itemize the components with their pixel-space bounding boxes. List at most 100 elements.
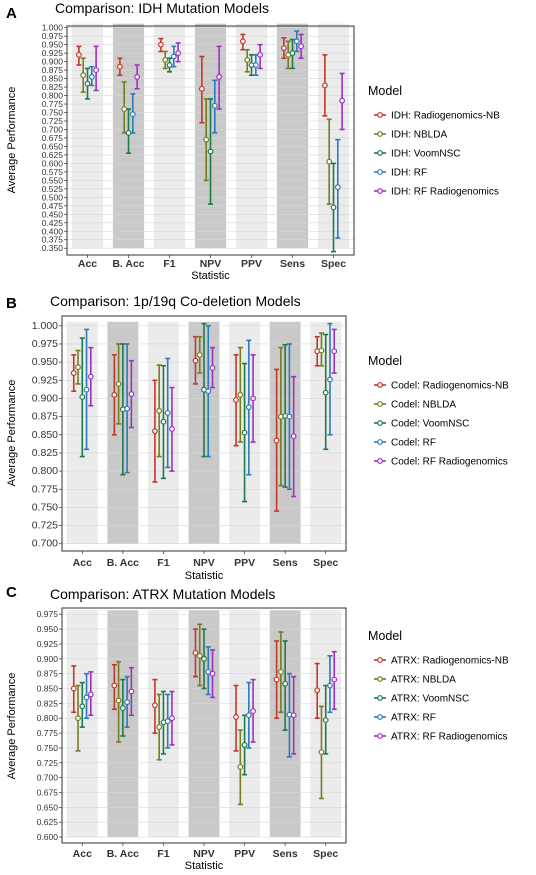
x-tick-label: B. Acc (107, 848, 139, 860)
y-axis-title: Average Performance (6, 380, 18, 487)
legend-item: Codel: NBLDA (374, 400, 456, 411)
x-axis-title: Statistic (191, 270, 230, 282)
x-tick-label: Sens (273, 557, 298, 569)
legend-label: Codel: NBLDA (391, 400, 456, 411)
mean-point (162, 57, 169, 63)
mean-point (164, 718, 171, 725)
legend-key-point (377, 401, 383, 407)
x-tick-label: B. Acc (107, 557, 139, 569)
y-tick-label: 0.825 (37, 698, 59, 708)
mean-point (124, 405, 131, 412)
y-axis-title: Average Performance (6, 673, 18, 780)
series-1 (70, 335, 321, 512)
y-tick-label: 0.975 (32, 338, 58, 350)
mean-point (88, 73, 95, 80)
panel-c: C Comparison: ATRX Mutation Models 0.600 0.… (6, 584, 509, 872)
mean-point (273, 676, 280, 683)
y-tick-label: 0.950 (42, 40, 64, 50)
y-tick-label: 0.750 (32, 501, 58, 513)
mean-point (331, 676, 338, 683)
mean-point (322, 389, 329, 396)
legend-key-point (377, 458, 383, 464)
y-tick-label: 0.800 (42, 91, 64, 101)
y-tick-label: 0.725 (37, 758, 59, 768)
category-stripe (71, 23, 104, 249)
mean-point (327, 682, 333, 689)
series-2 (80, 40, 333, 205)
x-tick-label: NPV (193, 557, 215, 569)
mean-point (164, 410, 171, 416)
panel-letter: A (6, 5, 17, 22)
mean-point (152, 428, 158, 435)
mean-point (83, 386, 90, 393)
y-tick-label: 0.825 (32, 447, 58, 459)
legend-item: ATRX: Radiogenomics-NB (374, 656, 509, 667)
x-tick-label: Spec (321, 258, 346, 270)
legend-label: ATRX: NBLDA (391, 675, 456, 686)
mean-point (170, 53, 177, 60)
y-tick-label: 0.900 (32, 392, 58, 404)
mean-point (241, 742, 248, 748)
y-tick-label: 0.700 (32, 538, 58, 550)
mean-point (115, 697, 122, 704)
mean-point (75, 51, 82, 58)
mean-point (207, 148, 214, 155)
mean-point (237, 391, 244, 398)
mean-point (286, 413, 293, 420)
mean-point (116, 63, 123, 70)
series-4 (83, 322, 333, 491)
mean-point (280, 45, 287, 51)
mean-point (252, 62, 259, 68)
y-tick-label: 0.575 (42, 167, 64, 177)
y-tick-label: 0.850 (32, 429, 58, 441)
legend-label: ATRX: RF Radiogenomics (391, 732, 508, 743)
legend: Model IDH: Radiogenomics-NB IDH: NBLDA IDH:… (368, 84, 500, 198)
x-tick-label: F1 (157, 848, 169, 860)
mean-point (83, 694, 90, 701)
x-axis-title: Statistic (185, 860, 224, 872)
legend-item: Codel: RF Radiogenomics (374, 457, 508, 468)
legend-title: Model (368, 354, 402, 368)
legend-item: ATRX: NBLDA (374, 675, 456, 686)
y-tick-label: 0.425 (42, 218, 64, 228)
legend-item: IDH: RF Radiogenomics (374, 187, 499, 198)
mean-point (277, 668, 284, 675)
legend-key-point (377, 657, 383, 663)
y-tick-label: 0.875 (37, 669, 59, 679)
y-tick-label: 0.900 (42, 57, 64, 67)
legend-item: Codel: VoomNSC (374, 419, 469, 430)
y-tick-label: 0.450 (42, 209, 64, 219)
y-tick-label: 0.725 (42, 116, 64, 126)
y-tick-label: 0.775 (37, 728, 59, 738)
mean-point (237, 764, 244, 770)
legend-key-point (377, 188, 383, 194)
y-axis-title: Average Performance (6, 87, 18, 194)
y-tick-label: 0.375 (42, 235, 64, 245)
mean-point (203, 136, 210, 143)
mean-point (79, 703, 86, 710)
legend-key-point (377, 420, 383, 426)
mean-point (250, 708, 256, 714)
y-tick-label: 0.625 (42, 150, 64, 160)
y-tick-label: 0.700 (37, 773, 59, 783)
mean-point (119, 705, 126, 712)
series-3 (84, 38, 337, 253)
x-tick-label: NPV (193, 848, 215, 860)
y-tick-label: 0.750 (37, 743, 59, 753)
y-tick-label: 0.600 (42, 158, 64, 168)
y-tick-label: 0.875 (42, 65, 64, 75)
y-tick-label: 1.000 (42, 23, 64, 33)
mean-point (298, 43, 305, 50)
mean-point (196, 652, 203, 659)
mean-point (233, 397, 239, 403)
legend-label: IDH: RF Radiogenomics (391, 187, 499, 198)
mean-point (175, 50, 182, 57)
mean-point (169, 715, 175, 722)
x-tick-label: Sens (280, 258, 305, 270)
mean-point (201, 655, 207, 662)
y-tick-label: 0.850 (42, 74, 64, 84)
y-tick-label: 0.600 (37, 832, 59, 842)
x-tick-label: PPV (241, 258, 262, 270)
mean-point (87, 691, 94, 698)
